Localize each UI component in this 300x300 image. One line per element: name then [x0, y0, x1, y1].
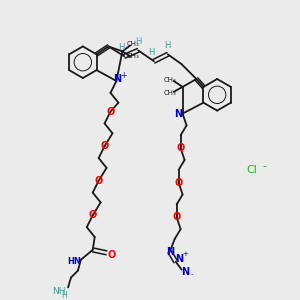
Text: H: H — [135, 37, 141, 46]
Text: O: O — [175, 178, 183, 188]
Text: H: H — [165, 41, 171, 50]
Text: NH: NH — [52, 287, 66, 296]
Text: H: H — [118, 43, 124, 52]
Text: CH₃: CH₃ — [164, 77, 176, 83]
Text: H: H — [148, 48, 154, 57]
Text: O: O — [172, 212, 181, 222]
Text: HN: HN — [67, 257, 81, 266]
Text: -: - — [262, 161, 267, 171]
Text: O: O — [94, 176, 103, 186]
Text: N: N — [166, 247, 174, 257]
Text: N: N — [176, 254, 184, 264]
Text: O: O — [88, 210, 97, 220]
Text: CH₃: CH₃ — [127, 41, 140, 47]
Text: H: H — [61, 291, 67, 300]
Text: Cl: Cl — [246, 165, 257, 175]
Text: +: + — [183, 251, 188, 257]
Text: N: N — [113, 74, 122, 84]
Text: N: N — [182, 267, 190, 277]
Text: -: - — [190, 272, 193, 278]
Text: O: O — [107, 250, 116, 260]
Text: CH₃: CH₃ — [164, 90, 176, 96]
Text: O: O — [106, 106, 115, 117]
Text: O: O — [100, 141, 109, 151]
Text: +: + — [120, 70, 127, 80]
Text: O: O — [176, 143, 185, 153]
Text: N: N — [175, 109, 183, 118]
Text: CH₃: CH₃ — [127, 53, 140, 59]
